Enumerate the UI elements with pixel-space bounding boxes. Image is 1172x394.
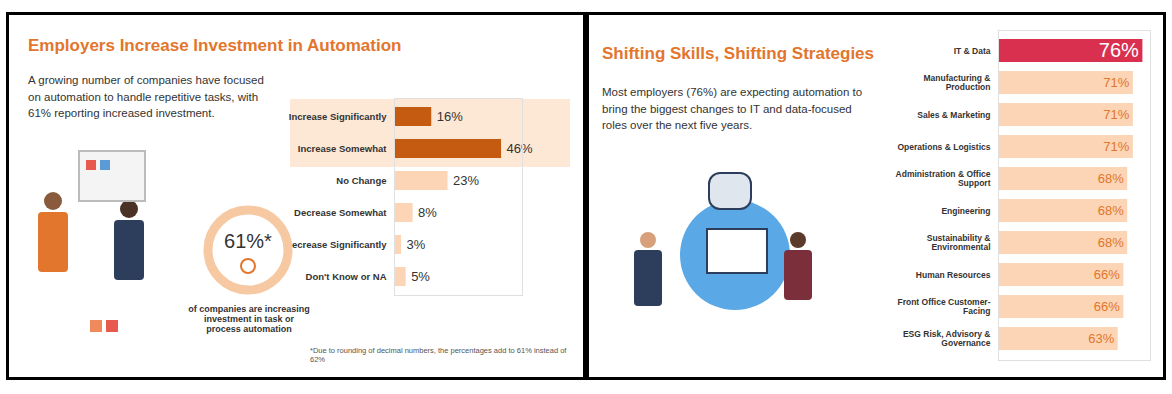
svg-text:Don't Know or NA: Don't Know or NA xyxy=(306,271,387,282)
svg-text:Administration & OfficeSupport: Administration & OfficeSupport xyxy=(896,169,991,188)
svg-text:16%: 16% xyxy=(437,109,463,124)
svg-text:Sustainability &Environmental: Sustainability &Environmental xyxy=(927,233,991,252)
svg-text:23%: 23% xyxy=(453,173,479,188)
svg-text:Sales & Marketing: Sales & Marketing xyxy=(917,110,990,120)
svg-text:No Change: No Change xyxy=(336,175,386,186)
html-text:Most employers (76%) are expec: Most employers (76%) are expecting autom… xyxy=(602,86,863,132)
svg-text:5%: 5% xyxy=(411,269,430,284)
svg-text:68%: 68% xyxy=(1098,203,1124,218)
svg-text:68%: 68% xyxy=(1098,235,1124,250)
svg-text:63%: 63% xyxy=(1088,331,1114,346)
svg-text:IT & Data: IT & Data xyxy=(954,46,991,56)
html-text:A growing number of companies: A growing number of companies have focus… xyxy=(28,74,264,120)
svg-text:Manufacturing &Production: Manufacturing &Production xyxy=(923,73,990,92)
svg-text:Human Resources: Human Resources xyxy=(916,270,991,280)
svg-text:71%: 71% xyxy=(1103,139,1129,154)
svg-text:76%: 76% xyxy=(1099,39,1139,61)
svg-text:71%: 71% xyxy=(1103,107,1129,122)
svg-text:Decrease Somewhat: Decrease Somewhat xyxy=(294,207,387,218)
html-text:Shifting Skills, Shifting Stra: Shifting Skills, Shifting Strategies xyxy=(602,44,874,63)
html-text:of companies are increasing in: of companies are increasing investment i… xyxy=(188,304,310,334)
svg-text:66%: 66% xyxy=(1094,267,1120,282)
svg-text:8%: 8% xyxy=(418,205,437,220)
svg-text:46%: 46% xyxy=(507,141,533,156)
html-text:*Due to rounding of decimal nu: *Due to rounding of decimal numbers, the… xyxy=(310,346,567,364)
svg-text:61%*: 61%* xyxy=(224,230,272,252)
svg-text:Decrease Significantly: Decrease Significantly xyxy=(285,239,387,250)
svg-text:Increase Significantly: Increase Significantly xyxy=(289,111,387,122)
svg-text:3%: 3% xyxy=(406,237,425,252)
svg-text:68%: 68% xyxy=(1098,171,1124,186)
svg-text:Increase Somewhat: Increase Somewhat xyxy=(298,143,388,154)
svg-text:66%: 66% xyxy=(1094,299,1120,314)
svg-text:Engineering: Engineering xyxy=(941,206,990,216)
svg-text:Front Office Customer-Facing: Front Office Customer-Facing xyxy=(897,297,990,316)
svg-text:Operations & Logistics: Operations & Logistics xyxy=(897,142,990,152)
svg-text:71%: 71% xyxy=(1103,75,1129,90)
svg-text:ESG Risk, Advisory &Governance: ESG Risk, Advisory &Governance xyxy=(903,329,991,348)
html-text:Employers Increase Investment: Employers Increase Investment in Automat… xyxy=(28,36,402,55)
